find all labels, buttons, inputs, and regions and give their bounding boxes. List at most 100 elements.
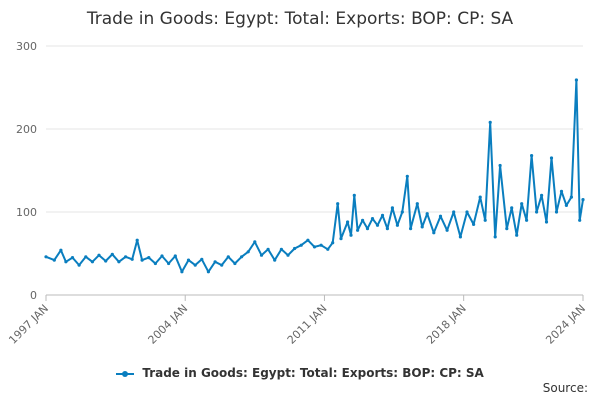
data-point[interactable] [77,263,81,267]
data-point[interactable] [578,218,582,222]
data-point[interactable] [395,223,399,227]
data-point[interactable] [233,261,237,266]
data-point[interactable] [312,245,317,249]
data-point[interactable] [266,247,270,251]
data-point[interactable] [200,257,204,261]
legend-label: Trade in Goods: Egypt: Total: Exports: B… [142,366,484,380]
data-point[interactable] [147,256,151,260]
data-point[interactable] [293,246,297,251]
data-point[interactable] [70,256,75,260]
data-point[interactable] [375,223,380,227]
data-point[interactable] [370,217,375,221]
data-point[interactable] [425,212,429,216]
data-point[interactable] [452,210,456,214]
data-point[interactable] [135,238,139,242]
data-point[interactable] [488,120,492,124]
data-point[interactable] [478,195,482,199]
data-point[interactable] [253,240,257,244]
data-point[interactable] [458,235,462,239]
data-point[interactable] [117,260,121,264]
data-point[interactable] [535,210,539,214]
data-point[interactable] [59,248,63,252]
data-point[interactable] [110,252,114,256]
data-point[interactable] [432,231,436,235]
data-point[interactable] [160,254,164,258]
data-point[interactable] [273,258,277,262]
data-point[interactable] [336,202,340,206]
series-line [45,79,584,273]
data-point[interactable] [331,241,335,245]
data-point[interactable] [472,222,476,226]
data-point[interactable] [279,247,283,251]
data-point[interactable] [356,228,360,232]
data-point[interactable] [64,260,68,264]
data-point[interactable] [90,260,94,264]
data-point[interactable] [339,237,343,241]
data-point[interactable] [173,254,177,258]
data-point[interactable] [286,253,290,257]
data-point[interactable] [544,220,549,224]
data-point[interactable] [52,258,56,262]
data-point[interactable] [326,247,330,251]
data-point[interactable] [365,227,370,231]
data-point[interactable] [569,195,574,199]
data-point[interactable] [390,206,394,210]
data-point[interactable] [483,218,487,222]
data-point[interactable] [299,243,303,247]
data-point[interactable] [409,227,413,231]
data-point[interactable] [180,270,184,274]
data-point[interactable] [385,227,389,231]
data-point[interactable] [153,261,157,266]
data-point[interactable] [493,235,497,239]
data-point[interactable] [405,174,409,178]
data-point[interactable] [167,261,171,266]
data-point[interactable] [420,225,424,229]
legend[interactable]: Trade in Goods: Egypt: Total: Exports: B… [0,366,600,380]
data-point[interactable] [505,227,509,231]
data-point[interactable] [352,193,356,197]
data-point[interactable] [124,255,128,259]
data-point[interactable] [510,206,514,210]
data-point[interactable] [84,255,88,259]
data-point[interactable] [415,202,419,206]
y-tick-label: 100 [16,206,37,219]
x-tick-label: 2011 JAN [285,302,330,347]
data-point[interactable] [259,253,264,257]
data-point[interactable] [525,218,529,222]
data-point[interactable] [206,270,210,274]
data-point[interactable] [540,193,544,197]
data-point[interactable] [240,255,244,259]
data-point[interactable] [213,260,217,264]
data-point[interactable] [559,189,564,193]
data-point[interactable] [319,243,323,247]
data-point[interactable] [520,202,524,206]
data-point[interactable] [515,233,519,237]
data-point[interactable] [140,258,144,262]
data-point[interactable] [564,203,569,207]
data-point[interactable] [226,255,230,259]
data-point[interactable] [193,263,197,267]
data-point[interactable] [549,156,554,160]
data-point[interactable] [44,255,48,259]
data-point[interactable] [581,198,585,202]
data-point[interactable] [306,238,310,242]
data-point[interactable] [97,253,101,257]
data-point[interactable] [186,258,191,262]
data-point[interactable] [130,257,134,261]
data-point[interactable] [445,228,449,232]
data-point[interactable] [346,220,350,224]
data-point[interactable] [104,259,108,263]
axes [45,294,584,301]
data-point[interactable] [554,210,559,214]
data-point[interactable] [465,210,469,214]
data-point[interactable] [400,210,404,214]
data-point[interactable] [530,154,534,158]
data-point[interactable] [438,214,443,218]
data-point[interactable] [574,78,579,82]
data-point[interactable] [498,163,502,168]
data-point[interactable] [220,263,224,267]
data-point[interactable] [361,218,365,222]
data-point[interactable] [246,250,250,254]
data-point[interactable] [380,213,385,217]
data-point[interactable] [349,233,353,237]
